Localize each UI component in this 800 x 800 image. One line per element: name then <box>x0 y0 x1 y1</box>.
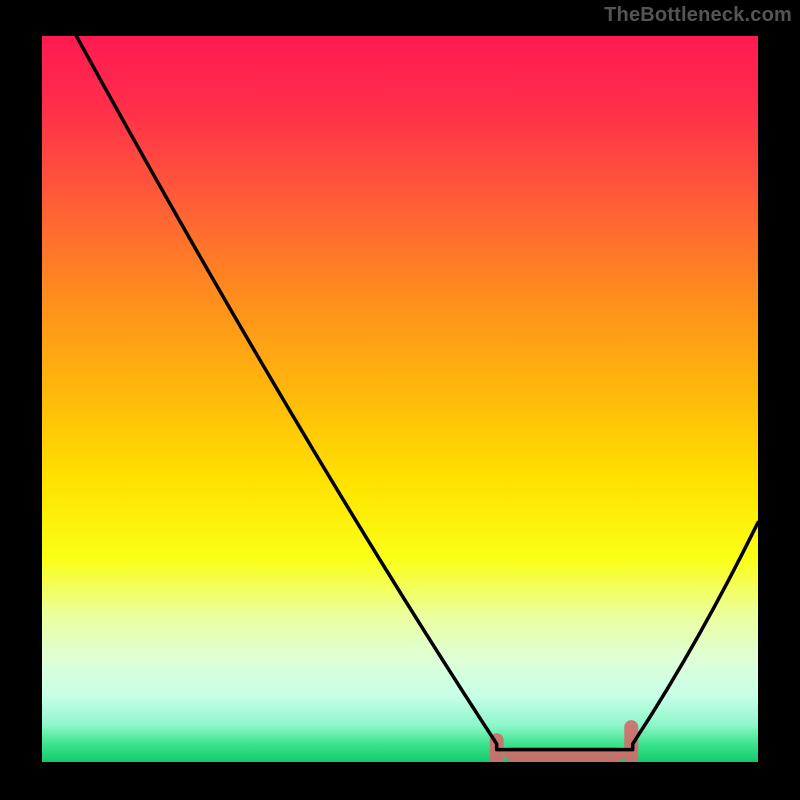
valley-highlight <box>497 727 632 757</box>
watermark-text: TheBottleneck.com <box>604 4 792 27</box>
plot-area <box>42 36 758 762</box>
chart-container: TheBottleneck.com <box>0 0 800 800</box>
curve-layer <box>42 36 758 762</box>
bottleneck-curve <box>76 36 758 750</box>
